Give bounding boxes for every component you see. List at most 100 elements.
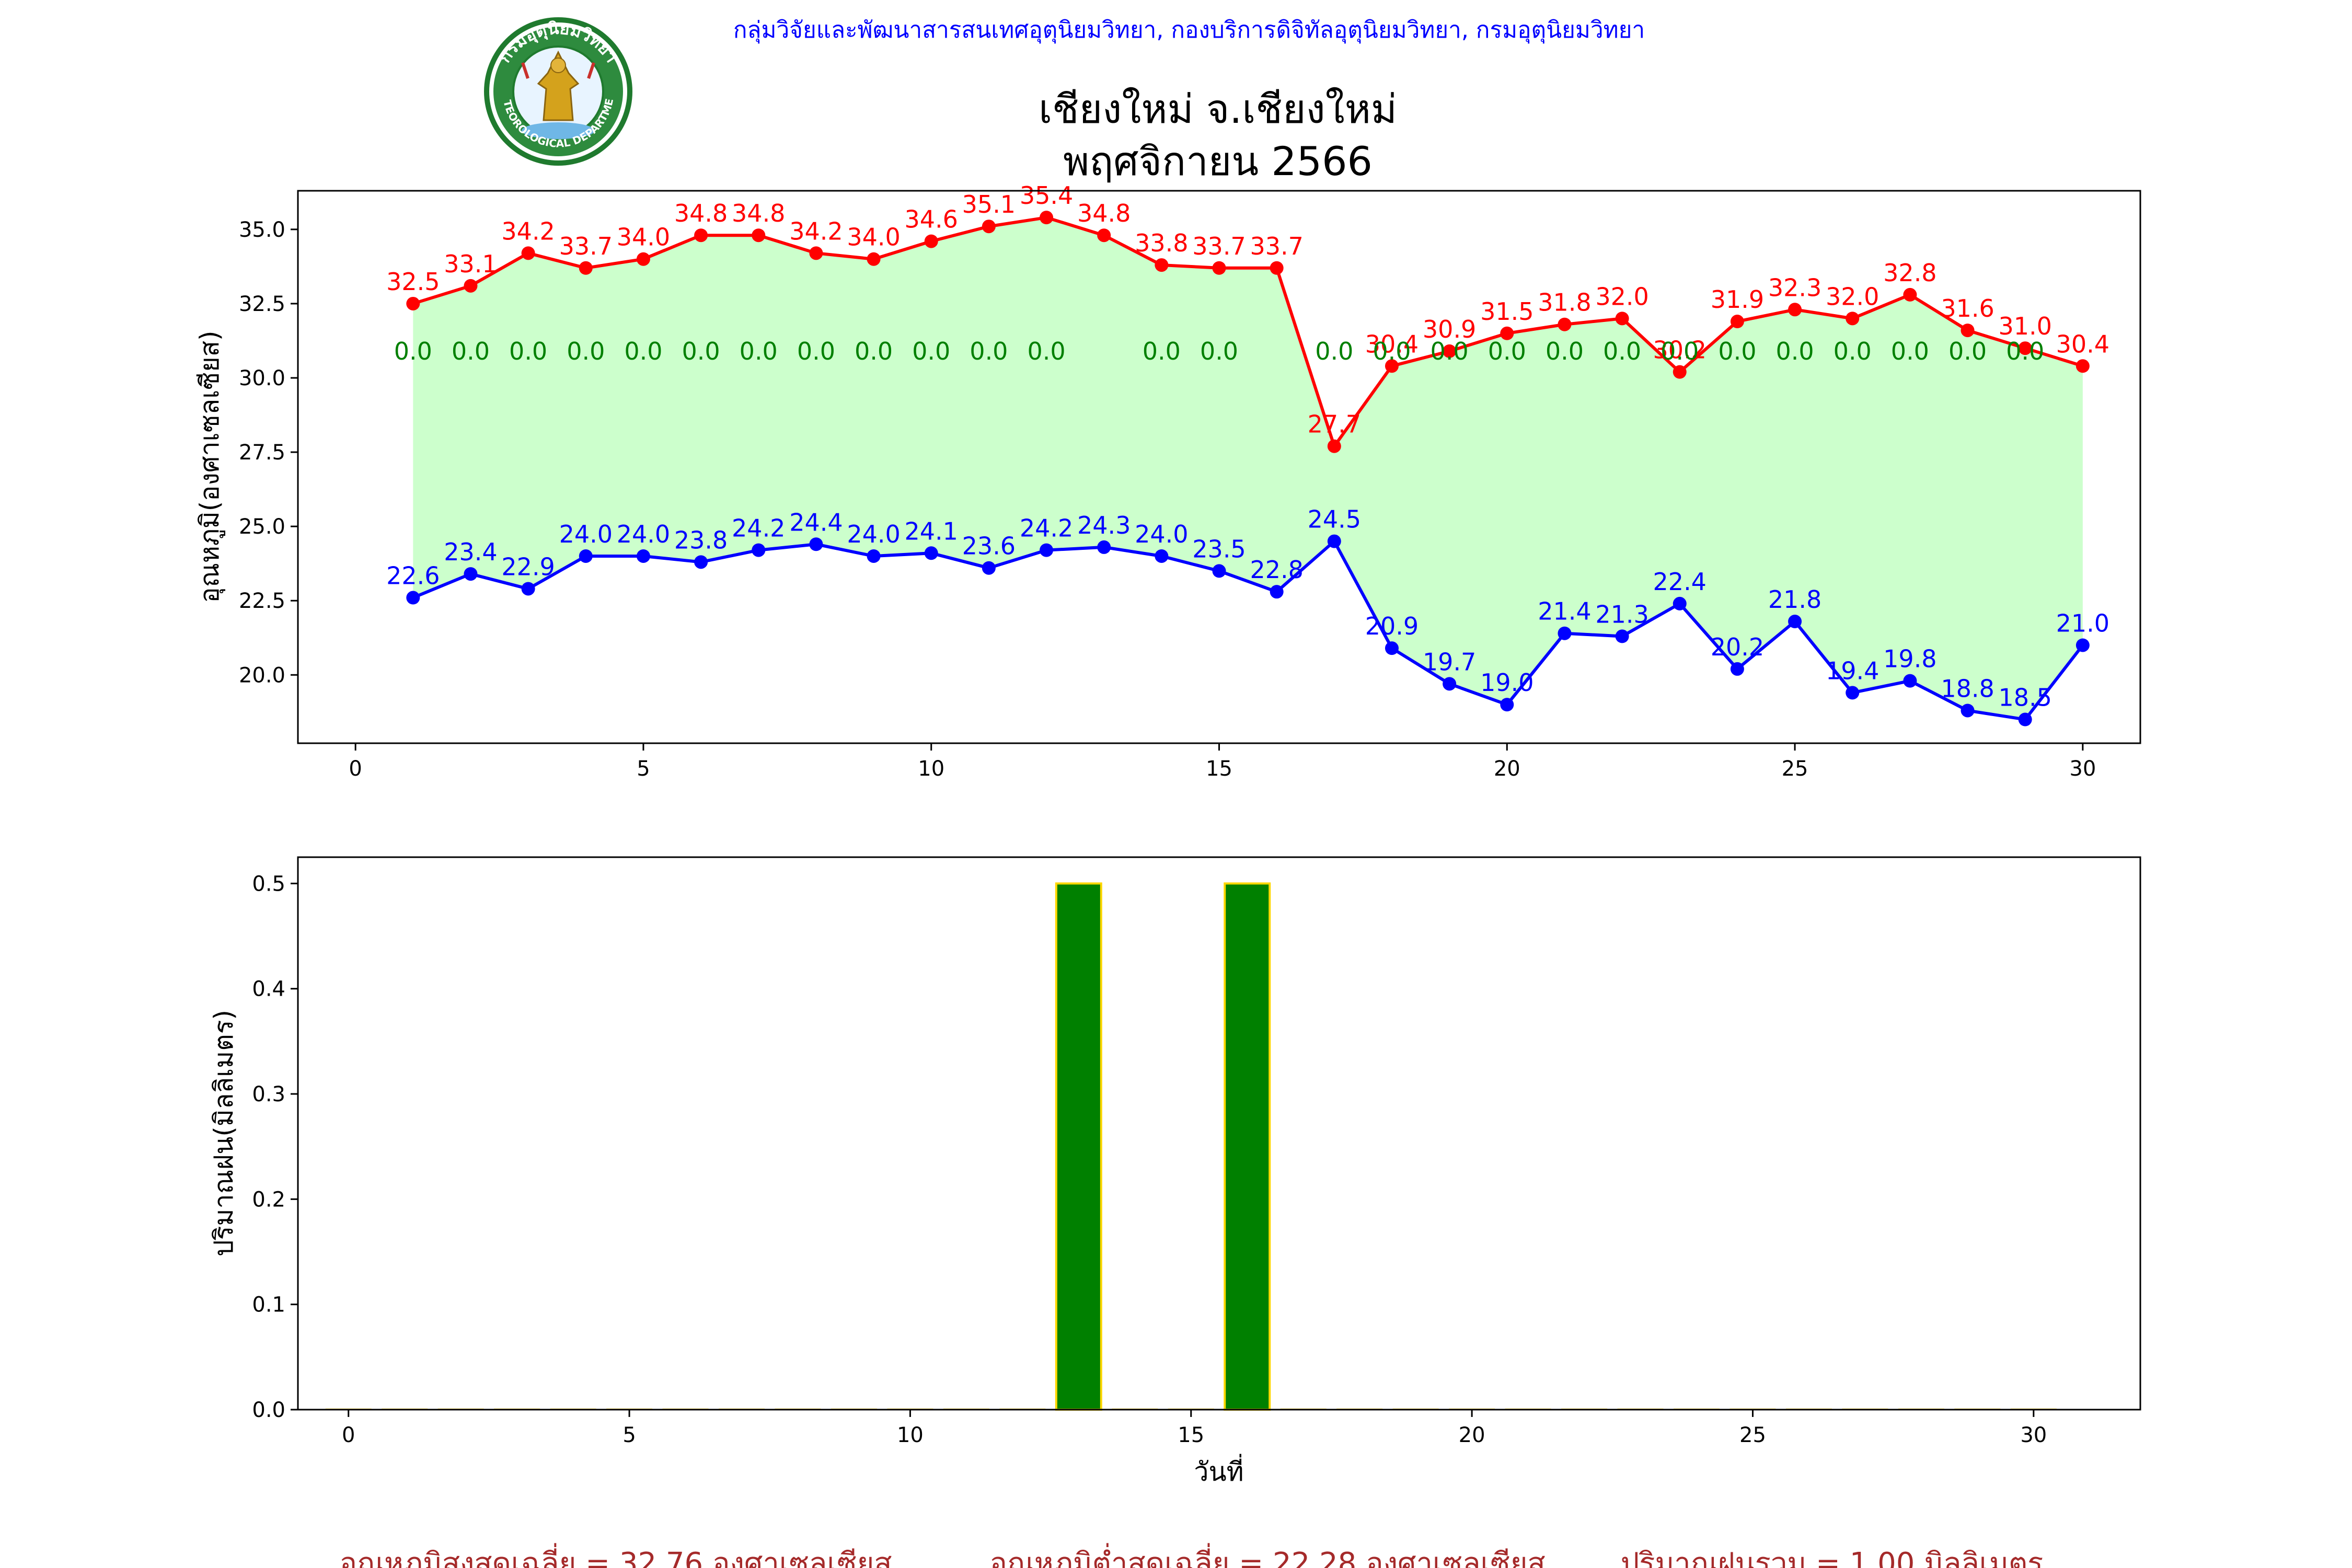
data-point-min [982, 561, 996, 575]
data-label-max: 33.7 [1250, 232, 1303, 260]
data-point-min [752, 543, 766, 557]
data-label-min: 21.4 [1538, 597, 1591, 626]
data-point-min [1212, 564, 1226, 578]
data-label-min: 22.9 [501, 552, 555, 581]
data-label-min: 18.5 [1998, 684, 2051, 712]
rain-value-label: 0.0 [1488, 337, 1526, 365]
x-tick-label: 10 [897, 1423, 924, 1447]
data-point-min [1903, 674, 1917, 688]
rain-value-label: 0.0 [740, 337, 778, 365]
x-tick-label: 10 [918, 757, 944, 781]
rain-value-label: 0.0 [452, 337, 490, 365]
data-label-max: 34.6 [905, 205, 958, 234]
x-tick-label: 15 [1178, 1423, 1204, 1447]
rain-value-label: 0.0 [970, 337, 1008, 365]
data-point-min [1040, 543, 1054, 557]
data-label-max: 27.7 [1308, 410, 1361, 439]
rain-value-label: 0.0 [1027, 337, 1065, 365]
data-label-min: 22.6 [386, 562, 440, 590]
data-point-max [1270, 261, 1284, 275]
chart-title-line1: เชียงใหม่ จ.เชียงใหม่ [1039, 86, 1397, 132]
x-tick-label: 0 [342, 1423, 355, 1447]
y-tick-label: 27.5 [239, 441, 285, 465]
y-tick-label: 0.3 [252, 1082, 285, 1106]
rain-value-label: 0.0 [1661, 337, 1699, 365]
rain-value-label: 0.0 [1834, 337, 1872, 365]
rain-value-label: 0.0 [567, 337, 605, 365]
data-point-min [1730, 662, 1744, 676]
data-label-min: 19.0 [1480, 668, 1534, 697]
temperature-lines [412, 216, 2084, 721]
rain-value-label: 0.0 [1373, 337, 1411, 365]
data-label-max: 31.9 [1711, 285, 1764, 314]
data-label-min: 24.0 [1135, 520, 1188, 548]
rain-value-label: 0.0 [624, 337, 662, 365]
data-label-min: 19.4 [1826, 656, 1879, 685]
data-label-max: 33.1 [444, 250, 497, 278]
rain-value-label: 0.0 [1200, 337, 1238, 365]
data-label-min: 23.6 [962, 532, 1016, 560]
y-tick-label: 30.0 [239, 366, 285, 390]
rain-value-label: 0.0 [1546, 337, 1584, 365]
data-point-max [809, 246, 823, 260]
data-label-max: 30.9 [1423, 315, 1476, 343]
data-point-max [464, 279, 478, 293]
data-label-max: 30.4 [2056, 330, 2109, 358]
data-point-min [1961, 704, 1975, 718]
data-point-min [464, 567, 478, 581]
rain-value-label: 0.0 [1891, 337, 1929, 365]
data-label-min: 24.3 [1077, 511, 1131, 539]
rain-value-label: 0.0 [1775, 337, 1814, 365]
data-point-max [1500, 326, 1514, 340]
temperature-panel: 32.533.134.233.7 34.034.8 34.834.2 34.034.6… [194, 181, 2141, 781]
data-point-min [1846, 686, 1860, 700]
data-point-max [1327, 439, 1341, 453]
rain-value-label: 0.0 [394, 337, 432, 365]
data-label-max: 32.5 [386, 268, 440, 296]
data-point-min [1097, 540, 1111, 554]
data-point-max [2076, 359, 2090, 373]
data-label-max: 32.8 [1883, 259, 1936, 287]
series-line-max [412, 216, 2083, 450]
data-point-min [924, 546, 938, 560]
data-label-max: 31.8 [1538, 289, 1591, 317]
data-label-min: 21.8 [1768, 585, 1821, 614]
data-point-max [1040, 211, 1054, 225]
rain-x-ticks: 0 5 10 15 20 25 30 [342, 1410, 2047, 1447]
summary-avg-min: อุณหภูมิต่ำสุดเฉลี่ย = 22.28 องศาเซลเซีย… [989, 1543, 1545, 1568]
x-tick-label: 25 [1782, 757, 1808, 781]
temperature-range-area [413, 217, 2083, 720]
rain-value-label: 0.0 [1718, 337, 1756, 365]
y-tick-label: 22.5 [239, 589, 285, 613]
x-tick-label: 15 [1206, 757, 1232, 781]
data-label-min: 19.8 [1883, 645, 1936, 673]
data-label-min: 21.0 [2056, 609, 2109, 637]
data-point-max [867, 252, 881, 266]
rain-value-label: 0.0 [682, 337, 720, 365]
y-tick-label: 35.0 [239, 218, 285, 242]
y-tick-label: 0.4 [252, 977, 285, 1001]
data-label-max: 34.8 [674, 199, 728, 227]
data-label-max: 30.4 [1365, 330, 1419, 358]
temperature-points [406, 211, 2090, 727]
data-label-max: 32.0 [1595, 282, 1648, 310]
data-label-min: 23.8 [674, 526, 728, 554]
data-point-min [406, 591, 420, 605]
data-label-max: 34.2 [789, 217, 843, 245]
rain-value-label: 0.0 [797, 337, 835, 365]
data-label-min: 24.2 [732, 514, 785, 543]
rain-value-label: 0.0 [1431, 337, 1469, 365]
data-label-min: 20.2 [1711, 633, 1764, 661]
data-point-max [1212, 261, 1226, 275]
y-tick-label: 20.0 [239, 663, 285, 687]
data-label-min: 23.5 [1192, 535, 1246, 563]
rain-bar [1055, 882, 1102, 1411]
data-point-max [636, 252, 650, 266]
y-tick-label: 0.2 [252, 1187, 285, 1212]
data-point-max [1155, 258, 1169, 272]
tmd-logo: กรมอุตุนิยมวิทยา METEOROLOGICAL DEPARTME… [0, 0, 632, 166]
data-point-max [1673, 365, 1687, 379]
data-point-min [1327, 534, 1341, 548]
rain-bar [1224, 882, 1271, 1411]
y-tick-label: 25.0 [239, 515, 285, 539]
